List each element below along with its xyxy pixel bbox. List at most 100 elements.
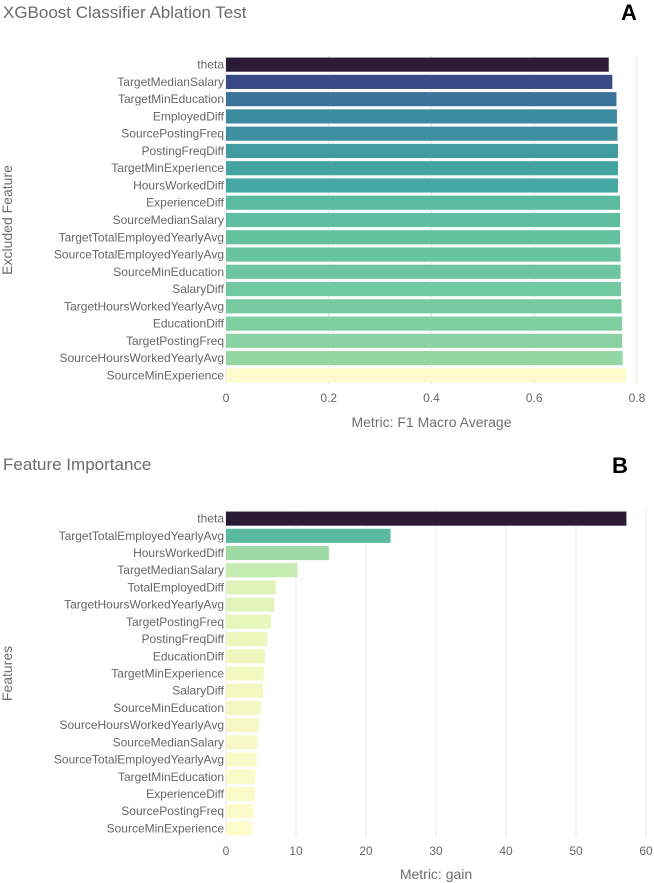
x-tick-label: 0	[223, 391, 230, 405]
bar	[226, 769, 256, 784]
panel-b: Feature Importance B 0 10 20 30 40 50 60 theta T…	[0, 448, 654, 883]
bar	[226, 351, 623, 366]
category-label: SourceHoursWorkedYearlyAvg	[59, 351, 224, 365]
category-label: SourceMinExperience	[107, 368, 225, 382]
bar	[226, 247, 621, 262]
category-label: TargetMinExperience	[111, 667, 224, 681]
category-label: SourcePostingFreq	[121, 804, 224, 818]
category-label: SourceMinEducation	[113, 265, 224, 279]
bar	[226, 735, 258, 750]
category-label: TargetHoursWorkedYearlyAvg	[64, 299, 224, 313]
bar	[226, 580, 276, 595]
bar	[226, 57, 609, 72]
bar	[226, 299, 622, 314]
bar	[226, 821, 252, 836]
bar	[226, 368, 627, 383]
category-label: EducationDiff	[153, 649, 225, 663]
category-label: EducationDiff	[153, 317, 225, 331]
x-tick-label: 10	[289, 844, 303, 858]
bar	[226, 683, 264, 698]
category-label: TargetPostingFreq	[126, 615, 224, 629]
x-axis-label: Metric: gain	[400, 866, 472, 882]
category-label: SourceHoursWorkedYearlyAvg	[59, 718, 224, 732]
category-label: SourceMinEducation	[113, 701, 224, 715]
bar	[226, 126, 618, 141]
category-label: SalaryDiff	[172, 684, 224, 698]
bar	[226, 178, 618, 193]
category-label: TargetPostingFreq	[126, 334, 224, 348]
y-axis-label: Features	[0, 646, 15, 701]
bar	[226, 230, 621, 245]
importance-chart: 0 10 20 30 40 50 60 theta TargetTotalEmployedYea…	[0, 510, 653, 882]
x-tick-label: 30	[429, 844, 443, 858]
category-label: SourceTotalEmployedYearlyAvg	[54, 753, 224, 767]
category-label: TargetMedianSalary	[117, 75, 224, 89]
category-label: PostingFreqDiff	[142, 144, 225, 158]
bar	[226, 649, 266, 664]
bar	[226, 74, 613, 89]
x-tick-label: 0.8	[629, 391, 646, 405]
bar	[226, 545, 329, 561]
y-axis-label: Excluded Feature	[0, 165, 15, 275]
category-label: TargetTotalEmployedYearlyAvg	[59, 529, 224, 543]
x-tick-label: 50	[569, 844, 583, 858]
category-label: ExperienceDiff	[146, 196, 224, 210]
x-tick-label: 60	[639, 844, 653, 858]
bar	[226, 511, 627, 526]
category-label: TargetMinEducation	[118, 770, 224, 784]
category-label: SourceTotalEmployedYearlyAvg	[54, 248, 224, 262]
panel-a: XGBoost Classifier Ablation Test A 0 0.2 0…	[0, 0, 654, 440]
category-label: SourceMedianSalary	[113, 213, 224, 227]
bar	[226, 528, 391, 543]
x-tick-label: 0.2	[320, 391, 337, 405]
bar	[226, 700, 261, 715]
x-tick-label: 0.6	[526, 391, 543, 405]
bar	[226, 143, 618, 159]
bar	[226, 804, 254, 819]
x-tick-label: 0	[223, 844, 230, 858]
x-tick-label: 0.4	[423, 391, 440, 405]
bar	[226, 316, 623, 331]
bar	[226, 333, 623, 348]
category-label: TargetMedianSalary	[117, 563, 224, 577]
bar	[226, 666, 264, 681]
category-label: HoursWorkedDiff	[133, 546, 225, 560]
category-label: theta	[197, 512, 224, 526]
panel-label: B	[612, 453, 628, 478]
category-label: ExperienceDiff	[146, 787, 224, 801]
chart-title: XGBoost Classifier Ablation Test	[3, 3, 247, 22]
category-label: SourceMedianSalary	[113, 735, 224, 749]
category-label: HoursWorkedDiff	[133, 178, 225, 192]
bar	[226, 92, 617, 107]
category-label: SalaryDiff	[172, 282, 224, 296]
category-label: TargetMinExperience	[111, 161, 224, 175]
x-axis-label: Metric: F1 Macro Average	[351, 414, 511, 430]
bar	[226, 752, 257, 767]
bar	[226, 195, 621, 210]
bar	[226, 597, 275, 612]
category-label: TargetTotalEmployedYearlyAvg	[59, 230, 224, 244]
category-label: TargetHoursWorkedYearlyAvg	[64, 598, 224, 612]
bar	[226, 109, 617, 124]
category-label: EmployedDiff	[153, 109, 225, 123]
ablation-chart: 0 0.2 0.4 0.6 0.8 theta TargetMedianSalary Targ…	[0, 56, 646, 430]
category-label: TotalEmployedDiff	[128, 580, 225, 594]
bar	[226, 786, 255, 802]
category-label: SourcePostingFreq	[121, 127, 224, 141]
bar	[226, 718, 259, 733]
bar	[226, 281, 622, 297]
bar	[226, 264, 621, 279]
bar	[226, 632, 268, 647]
category-label: theta	[197, 58, 224, 72]
bar	[226, 563, 298, 578]
bar	[226, 614, 271, 629]
x-tick-label: 40	[499, 844, 513, 858]
x-tick-label: 20	[359, 844, 373, 858]
chart-title: Feature Importance	[3, 455, 152, 474]
bar	[226, 161, 618, 176]
category-label: TargetMinEducation	[118, 92, 224, 106]
category-label: PostingFreqDiff	[142, 632, 225, 646]
category-label: SourceMinExperience	[107, 821, 225, 835]
bar	[226, 212, 621, 228]
panel-label: A	[621, 0, 637, 25]
